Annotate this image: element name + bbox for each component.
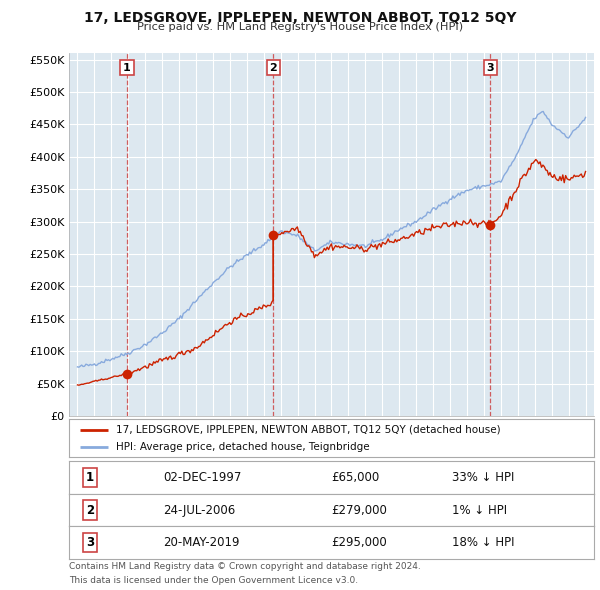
Text: 17, LEDSGROVE, IPPLEPEN, NEWTON ABBOT, TQ12 5QY (detached house): 17, LEDSGROVE, IPPLEPEN, NEWTON ABBOT, T… [116, 425, 501, 435]
Text: 24-JUL-2006: 24-JUL-2006 [163, 503, 236, 517]
Text: £65,000: £65,000 [331, 471, 380, 484]
Text: 2: 2 [86, 503, 94, 517]
Text: 1% ↓ HPI: 1% ↓ HPI [452, 503, 508, 517]
Text: Price paid vs. HM Land Registry's House Price Index (HPI): Price paid vs. HM Land Registry's House … [137, 22, 463, 32]
Text: 2: 2 [269, 63, 277, 73]
Text: 18% ↓ HPI: 18% ↓ HPI [452, 536, 515, 549]
Text: 20-MAY-2019: 20-MAY-2019 [163, 536, 240, 549]
Text: This data is licensed under the Open Government Licence v3.0.: This data is licensed under the Open Gov… [69, 576, 358, 585]
Text: £295,000: £295,000 [331, 536, 387, 549]
Text: 3: 3 [487, 63, 494, 73]
Text: Contains HM Land Registry data © Crown copyright and database right 2024.: Contains HM Land Registry data © Crown c… [69, 562, 421, 571]
Text: 02-DEC-1997: 02-DEC-1997 [163, 471, 242, 484]
Text: HPI: Average price, detached house, Teignbridge: HPI: Average price, detached house, Teig… [116, 441, 370, 451]
Text: 1: 1 [123, 63, 131, 73]
Text: 33% ↓ HPI: 33% ↓ HPI [452, 471, 515, 484]
Text: 17, LEDSGROVE, IPPLEPEN, NEWTON ABBOT, TQ12 5QY: 17, LEDSGROVE, IPPLEPEN, NEWTON ABBOT, T… [84, 11, 516, 25]
Text: £279,000: £279,000 [331, 503, 388, 517]
Text: 3: 3 [86, 536, 94, 549]
Text: 1: 1 [86, 471, 94, 484]
